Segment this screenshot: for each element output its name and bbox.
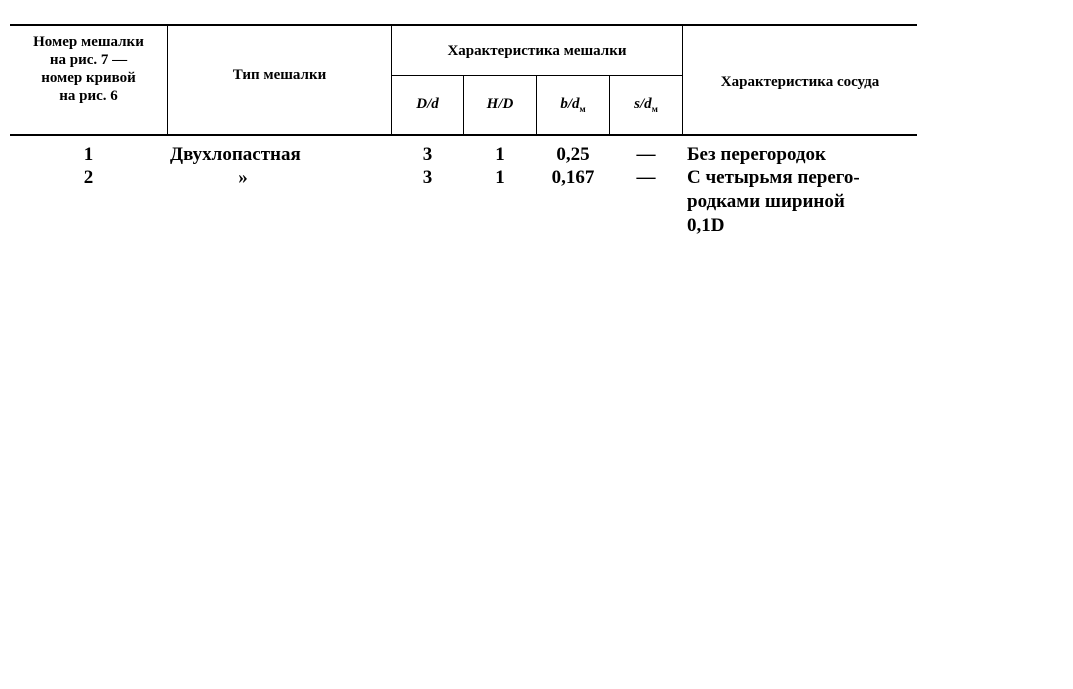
header-bottom-rule: [10, 134, 917, 136]
col-divider: [609, 76, 610, 135]
cell-type-ditto: »: [238, 167, 248, 188]
header-b-over-dm: b/dм: [537, 95, 609, 118]
header-stirrer-type: Тип мешалки: [232, 67, 327, 83]
cell-s-over-dm: —: [636, 167, 656, 188]
header-stirrer-number: Номер мешалки на рис. 7 — номер кривой н…: [10, 33, 167, 105]
header-text: H/D: [486, 96, 514, 112]
header-subscript: м: [579, 104, 586, 114]
cell-s-over-dm: —: [636, 144, 656, 165]
header-vessel-characteristics: Характеристика сосуда: [720, 74, 880, 90]
cell-b-over-dm: 0,25: [556, 144, 590, 165]
vessel-line: С четырьмя перего-: [687, 167, 860, 188]
vessel-line: 0,1D: [687, 215, 725, 236]
header-line: Номер мешалки: [33, 34, 144, 50]
col-divider: [463, 76, 464, 135]
col-divider: [167, 24, 168, 135]
cell-vessel: С четырьмя перего- родками шириной 0,1D: [687, 166, 860, 238]
group-rule: [391, 75, 682, 76]
cell-b-over-dm: 0,167: [551, 167, 595, 188]
cell-type: Двухлопастная: [170, 144, 301, 165]
vessel-line: родками шириной: [687, 191, 845, 212]
cell-d-over-d: 3: [422, 167, 433, 188]
header-subscript: м: [651, 104, 658, 114]
cell-d-over-d: 3: [422, 144, 433, 165]
cell-h-over-d: 1: [495, 167, 505, 188]
cell-number: 1: [83, 144, 94, 165]
cell-vessel: Без перегородок: [687, 143, 826, 167]
col-divider: [682, 24, 683, 135]
header-s-over-dm: s/dм: [610, 95, 682, 118]
header-line: на рис. 7 —: [49, 52, 128, 68]
header-text: b/d: [560, 96, 580, 112]
header-d-over-d: D/d: [392, 95, 463, 113]
top-rule: [10, 24, 917, 26]
header-text: s/d: [634, 96, 652, 112]
header-h-over-d: H/D: [464, 95, 536, 113]
col-divider: [391, 24, 392, 135]
cell-h-over-d: 1: [495, 144, 505, 165]
cell-number: 2: [83, 167, 94, 188]
vessel-line: Без перегородок: [687, 144, 826, 165]
header-line: номер кривой: [41, 70, 136, 86]
header-line: на рис. 6: [59, 88, 118, 104]
col-divider: [536, 76, 537, 135]
header-text: D/d: [416, 96, 439, 112]
header-stirrer-characteristics: Характеристика мешалки: [447, 43, 627, 59]
